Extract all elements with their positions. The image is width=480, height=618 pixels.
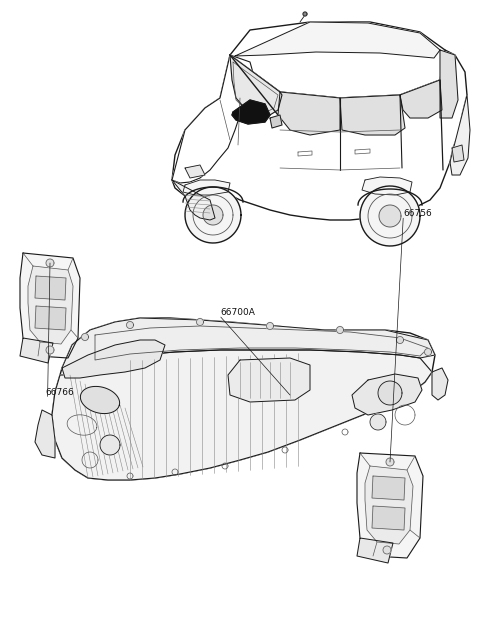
Polygon shape — [362, 177, 412, 195]
Polygon shape — [298, 151, 312, 156]
Polygon shape — [360, 186, 420, 246]
Polygon shape — [52, 318, 435, 480]
Polygon shape — [440, 50, 458, 118]
Polygon shape — [172, 180, 215, 220]
Polygon shape — [357, 453, 423, 558]
Polygon shape — [266, 323, 274, 329]
Polygon shape — [452, 145, 464, 162]
Polygon shape — [372, 476, 405, 500]
Polygon shape — [28, 266, 73, 344]
Polygon shape — [379, 205, 401, 227]
Polygon shape — [355, 149, 370, 154]
Polygon shape — [82, 334, 88, 341]
Polygon shape — [20, 338, 53, 363]
Polygon shape — [35, 306, 66, 330]
Polygon shape — [270, 115, 282, 128]
Polygon shape — [352, 374, 422, 415]
Polygon shape — [370, 414, 386, 430]
Polygon shape — [372, 506, 405, 530]
Polygon shape — [172, 50, 467, 220]
Polygon shape — [46, 346, 54, 354]
Polygon shape — [230, 55, 282, 118]
Polygon shape — [278, 92, 340, 135]
Polygon shape — [450, 95, 470, 175]
Text: 66756: 66756 — [403, 209, 432, 218]
Polygon shape — [185, 165, 205, 178]
Polygon shape — [386, 458, 394, 466]
Polygon shape — [340, 95, 405, 135]
Polygon shape — [52, 350, 432, 480]
Polygon shape — [127, 321, 133, 329]
Polygon shape — [35, 410, 55, 458]
Polygon shape — [20, 253, 80, 358]
Polygon shape — [230, 22, 445, 98]
Polygon shape — [62, 340, 165, 378]
Polygon shape — [196, 318, 204, 326]
Polygon shape — [80, 386, 120, 413]
Polygon shape — [172, 55, 255, 183]
Polygon shape — [228, 358, 310, 402]
Text: 66766: 66766 — [46, 388, 74, 397]
Text: 66700A: 66700A — [221, 308, 256, 316]
Polygon shape — [46, 259, 54, 267]
Polygon shape — [100, 435, 120, 455]
Polygon shape — [357, 538, 393, 563]
Polygon shape — [183, 180, 230, 195]
Polygon shape — [378, 381, 402, 405]
Polygon shape — [383, 546, 391, 554]
Polygon shape — [203, 205, 223, 225]
Polygon shape — [62, 318, 435, 375]
Polygon shape — [365, 466, 413, 544]
Polygon shape — [235, 22, 440, 58]
Polygon shape — [432, 368, 448, 400]
Polygon shape — [303, 12, 307, 16]
Polygon shape — [35, 276, 66, 300]
Polygon shape — [336, 326, 344, 334]
Polygon shape — [400, 80, 442, 118]
Polygon shape — [232, 100, 270, 124]
Polygon shape — [424, 349, 432, 355]
Polygon shape — [185, 187, 241, 243]
Polygon shape — [396, 337, 404, 344]
